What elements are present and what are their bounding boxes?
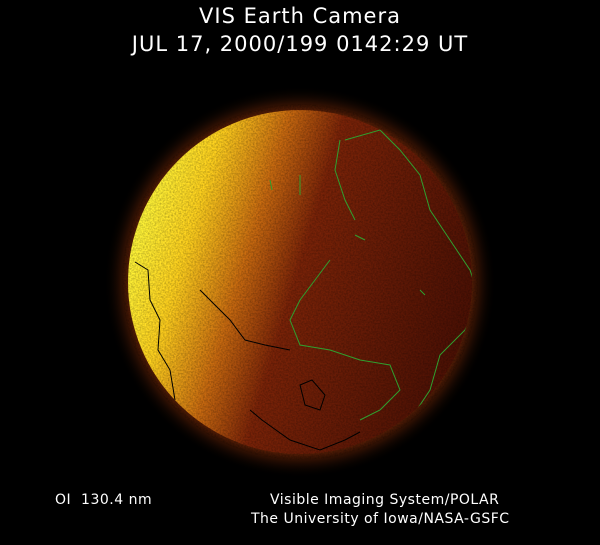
- coastline-day: [134, 261, 361, 451]
- image-timestamp: JUL 17, 2000/199 0142:29 UT: [131, 32, 469, 56]
- coastline-night: [239, 110, 472, 441]
- image-title: VIS Earth Camera: [199, 4, 401, 28]
- image-noise: [122, 104, 478, 460]
- wavelength-label: OI 130.4 nm: [55, 492, 153, 508]
- institution-label: The University of Iowa/NASA-GSFC: [251, 511, 510, 527]
- instrument-label: Visible Imaging System/POLAR: [270, 492, 500, 508]
